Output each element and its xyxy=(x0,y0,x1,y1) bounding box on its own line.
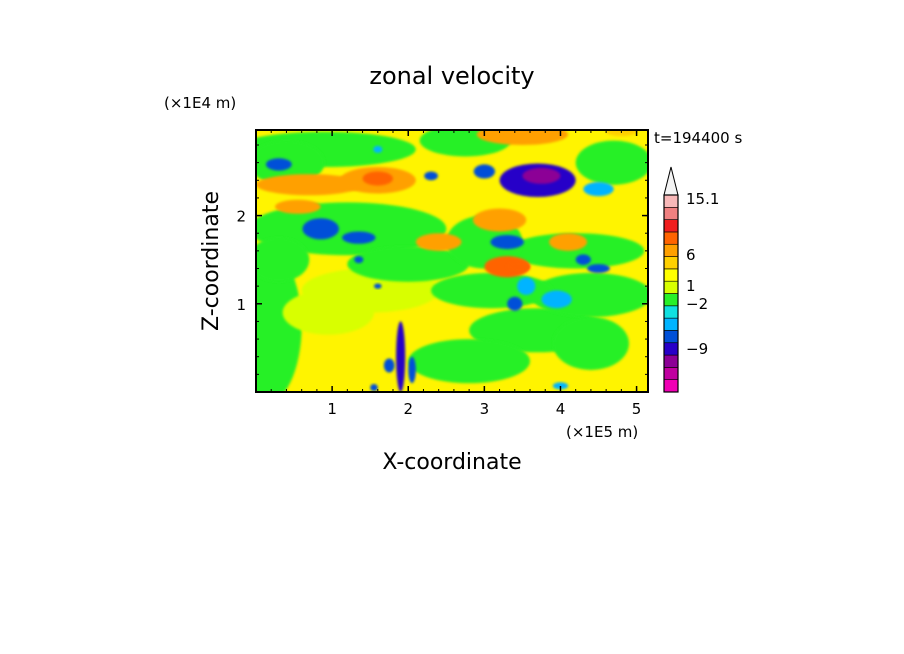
colorbar-segment xyxy=(663,231,679,245)
colorbar-segment xyxy=(663,280,679,294)
chart-title: zonal velocity xyxy=(369,62,534,90)
field-feature xyxy=(541,290,572,309)
colorbar-segment xyxy=(663,330,679,344)
colorbar-segment xyxy=(663,305,679,319)
colorbar-segment xyxy=(663,207,679,220)
field-feature xyxy=(476,130,569,145)
field-feature xyxy=(507,261,531,273)
plot-frame xyxy=(255,129,649,393)
field-feature xyxy=(583,182,614,197)
colorbar-segment xyxy=(663,379,679,393)
field-feature xyxy=(354,256,364,264)
colorbar-segment xyxy=(663,268,679,282)
field-feature xyxy=(552,317,629,370)
field-feature xyxy=(396,321,406,392)
y-axis-unit-label: (×1E4 m) xyxy=(164,94,236,112)
field-feature xyxy=(256,202,447,256)
x-tick-label: 2 xyxy=(403,400,413,418)
colorbar-segment xyxy=(663,219,679,233)
colorbar: 15.1 6 1−2 −9 xyxy=(663,166,719,393)
field-feature xyxy=(552,382,569,390)
field-feature xyxy=(575,254,591,265)
field-feature xyxy=(342,231,376,244)
field-feature xyxy=(549,233,588,251)
x-tick-label: 3 xyxy=(480,400,490,418)
colorbar-segment xyxy=(663,342,679,356)
x-tick-label: 4 xyxy=(556,400,566,418)
colorbar-frame xyxy=(663,194,679,393)
field-feature xyxy=(408,356,416,384)
field-feature xyxy=(383,358,395,373)
field-feature xyxy=(587,264,610,273)
x-tick-label: 5 xyxy=(632,400,642,418)
colorbar-segment xyxy=(663,243,679,257)
colorbar-segment xyxy=(663,354,679,368)
colorbar-tick-label: −2 xyxy=(686,295,708,313)
field-feature xyxy=(265,158,292,171)
field-feature xyxy=(302,218,339,240)
field-feature xyxy=(507,296,523,311)
field-feature xyxy=(415,233,462,251)
field-feature xyxy=(275,199,321,214)
y-axis-title: Z-coordinate xyxy=(199,191,224,331)
field-feature xyxy=(256,174,363,196)
field-feature xyxy=(473,164,496,179)
colorbar-tick-label: 1 xyxy=(686,277,696,295)
time-label: t=194400 s xyxy=(654,129,742,147)
colorbar-segment xyxy=(663,293,679,307)
field-feature xyxy=(575,140,648,185)
colorbar-top-triangle xyxy=(663,166,679,196)
field-feature xyxy=(347,246,470,282)
x-tick-label: 1 xyxy=(327,400,337,418)
field-feature xyxy=(370,384,378,392)
colorbar-tick-label: −9 xyxy=(686,340,708,358)
y-tick-label: 2 xyxy=(236,208,246,226)
axis-ticks: 1 2 3 4 5 1 2 xyxy=(236,130,648,418)
colorbar-tick-label: 15.1 xyxy=(686,190,719,208)
x-axis-unit-label: (×1E5 m) xyxy=(566,423,638,441)
colorbar-segment xyxy=(663,256,679,270)
field-feature xyxy=(472,208,527,232)
field-feature xyxy=(517,277,536,295)
field-feature xyxy=(490,234,524,250)
field-feature xyxy=(282,290,374,335)
field-feature xyxy=(522,167,561,184)
field-feature xyxy=(373,145,383,153)
colorbar-segment xyxy=(663,367,679,380)
field-feature xyxy=(606,130,637,137)
colorbar-segment xyxy=(663,194,679,208)
field-feature xyxy=(362,171,394,186)
field-feature xyxy=(256,246,302,392)
field-feature xyxy=(507,233,645,269)
velocity-field xyxy=(256,130,648,392)
field-feature xyxy=(408,339,531,384)
colorbar-tick-label: 6 xyxy=(686,246,696,264)
x-axis-title: X-coordinate xyxy=(382,450,521,475)
field-feature xyxy=(424,171,438,181)
field-feature xyxy=(373,283,382,289)
y-tick-label: 1 xyxy=(236,296,246,314)
field-feature xyxy=(431,272,553,309)
colorbar-segment xyxy=(663,317,679,331)
field-feature xyxy=(256,237,310,282)
